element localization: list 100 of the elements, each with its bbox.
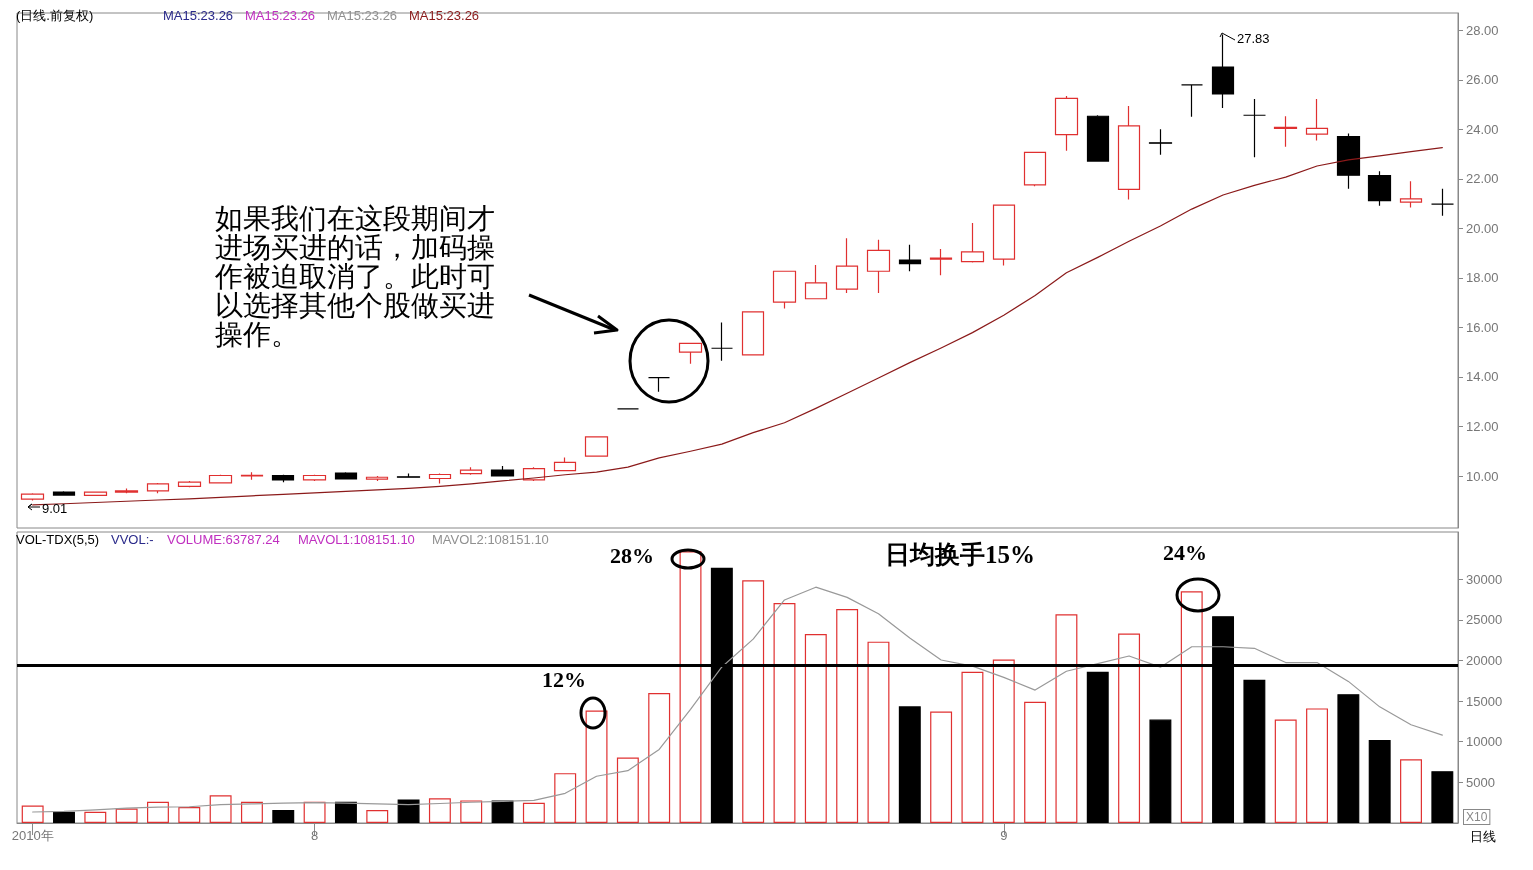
candlestick	[1242, 98, 1267, 158]
bar	[366, 809, 389, 823]
bar	[1400, 759, 1422, 823]
bar	[804, 634, 827, 823]
candlestick	[835, 237, 859, 294]
candlestick	[647, 377, 671, 393]
annotation: MAVOL2:108151.10	[432, 532, 549, 547]
annotation: 24%	[1163, 539, 1207, 565]
candlestick	[929, 248, 953, 276]
bar	[397, 799, 420, 823]
bar	[1306, 708, 1328, 823]
bar	[773, 602, 796, 823]
bar	[1431, 771, 1454, 823]
y-tick-label: 25000	[1466, 612, 1503, 628]
bar	[930, 711, 953, 823]
bar	[428, 798, 451, 823]
y-tick-label: 14.00	[1466, 369, 1499, 385]
annotation: MA15:23.26	[245, 8, 316, 23]
candlestick	[1211, 33, 1235, 109]
candlestick	[553, 456, 577, 472]
bar	[53, 811, 75, 823]
y-tick-label: 16.00	[1466, 319, 1499, 335]
candlestick	[271, 474, 295, 483]
candlestick	[428, 472, 452, 485]
text: X10	[1466, 810, 1488, 824]
candlestick	[114, 487, 139, 494]
y-tick-label: 5000	[1466, 774, 1495, 790]
candlestick	[208, 474, 233, 485]
bar	[1055, 614, 1078, 823]
candlestick	[459, 466, 483, 476]
candlestick	[1273, 115, 1298, 148]
annotation: 如果我们在这段期间才进场买进的话，加码操作被迫取消了。此时可以选择其他个股做买进操作。	[214, 203, 495, 350]
annotation: 12%	[542, 666, 586, 692]
bar	[522, 802, 545, 823]
bar	[209, 795, 232, 823]
candlestick	[1399, 180, 1423, 209]
bar	[272, 809, 295, 823]
text: 日线	[1470, 829, 1496, 844]
candlestick	[334, 471, 358, 481]
bar	[554, 773, 577, 823]
bar	[491, 800, 514, 823]
candlestick	[1430, 188, 1455, 217]
bar	[1368, 740, 1391, 823]
annotation: MA15:23.26	[409, 8, 480, 23]
bar	[836, 609, 859, 823]
bar	[585, 710, 608, 823]
annotation: MA15:23.26	[163, 8, 234, 23]
bar	[742, 580, 765, 823]
bar	[961, 671, 984, 823]
candlestick	[1117, 105, 1141, 201]
annotation: MA15:23.26	[327, 8, 398, 23]
candlestick	[710, 321, 734, 362]
candlestick	[1367, 170, 1392, 207]
bar	[648, 693, 671, 823]
bar	[84, 811, 107, 823]
candlestick	[240, 471, 264, 481]
candlestick	[960, 222, 985, 264]
annotation: MAVOL1:108151.10	[298, 532, 415, 547]
candlestick	[1180, 84, 1204, 118]
annotation: 9.01	[42, 501, 68, 516]
candlestick	[866, 239, 891, 294]
candlestick	[396, 472, 421, 479]
y-tick-label: 10000	[1466, 734, 1503, 750]
y-tick-label: 10.00	[1466, 468, 1499, 484]
bar	[1118, 633, 1141, 823]
x-tick-label: 2010年	[11, 828, 54, 843]
x-tick-label: 8	[310, 828, 319, 843]
bar	[1149, 719, 1172, 823]
y-tick-label: 12.00	[1466, 418, 1499, 434]
annotation: 28%	[610, 542, 654, 568]
candlestick	[490, 465, 515, 478]
candlestick	[772, 270, 797, 309]
bar	[992, 659, 1015, 823]
candlestick	[1023, 151, 1047, 187]
y-tick-label: 15000	[1466, 693, 1503, 709]
candlestick	[1054, 95, 1079, 152]
candlestick	[1086, 114, 1110, 162]
bar	[334, 801, 357, 823]
bar	[1024, 701, 1047, 823]
candlestick	[1305, 98, 1329, 142]
candlestick	[584, 436, 609, 457]
chart-title: (日线.前复权)	[16, 8, 94, 23]
x-tick-label: 9	[1000, 828, 1008, 843]
bar	[679, 551, 702, 823]
candlestick	[20, 492, 45, 502]
y-tick-label: 22.00	[1466, 171, 1499, 187]
y-tick-label: 24.00	[1466, 121, 1499, 137]
annotation: VOLUME:63787.24	[167, 532, 280, 547]
candlestick	[522, 466, 546, 482]
y-tick-label: 20000	[1466, 652, 1503, 668]
candlestick	[678, 342, 703, 365]
bar	[1243, 679, 1266, 823]
bar	[147, 801, 169, 823]
bar	[115, 808, 138, 823]
candlestick	[741, 311, 765, 356]
candlestick	[146, 482, 170, 494]
candlestick	[1336, 132, 1361, 190]
bar	[1086, 671, 1109, 823]
y-tick-label: 20.00	[1466, 220, 1499, 236]
bar	[178, 807, 201, 823]
